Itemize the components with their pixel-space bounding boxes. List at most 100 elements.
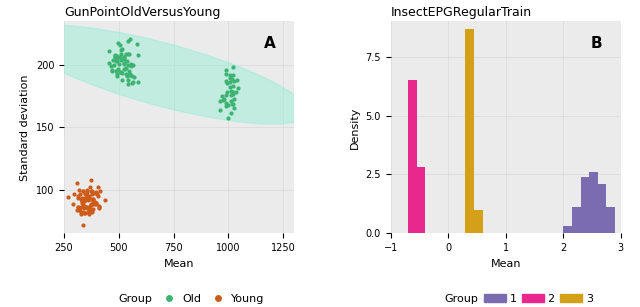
Point <box>115 42 125 47</box>
Point <box>72 208 83 212</box>
Point <box>79 206 89 211</box>
Point <box>83 194 93 199</box>
Point <box>87 188 97 193</box>
Point <box>122 58 132 63</box>
Point <box>118 57 129 62</box>
Point <box>118 66 129 71</box>
Point <box>73 195 83 200</box>
Bar <box>417 167 425 233</box>
Point <box>79 210 90 215</box>
Point <box>223 102 233 107</box>
Point <box>88 201 99 206</box>
Point <box>63 194 74 199</box>
Point <box>104 60 114 65</box>
Point <box>110 68 120 73</box>
Point <box>126 62 136 67</box>
Point <box>116 57 126 62</box>
Point <box>80 195 90 200</box>
Point <box>116 70 127 75</box>
Point <box>91 200 101 205</box>
Point <box>115 54 125 59</box>
Point <box>221 72 231 77</box>
Point <box>225 75 236 80</box>
Bar <box>598 184 607 233</box>
Point <box>113 66 123 71</box>
Point <box>115 70 125 75</box>
Point <box>76 212 86 217</box>
Point <box>217 93 227 98</box>
Point <box>87 191 97 196</box>
Point <box>129 74 140 79</box>
Point <box>123 72 133 77</box>
Point <box>84 205 94 210</box>
Point <box>84 211 94 216</box>
Point <box>82 190 92 195</box>
Point <box>109 62 120 67</box>
Point <box>125 73 135 78</box>
Point <box>86 188 97 193</box>
Bar <box>580 177 589 233</box>
Point <box>225 84 236 89</box>
Point <box>90 200 100 204</box>
Point <box>113 40 123 45</box>
Point <box>88 198 98 203</box>
Point <box>219 97 229 102</box>
Point <box>80 192 90 196</box>
Point <box>222 81 232 86</box>
Point <box>122 73 132 78</box>
Point <box>81 205 91 210</box>
Point <box>111 58 121 63</box>
Point <box>91 190 101 195</box>
Point <box>78 196 88 201</box>
Text: B: B <box>591 36 602 51</box>
Bar <box>589 172 598 233</box>
X-axis label: Mean: Mean <box>490 258 521 269</box>
Point <box>85 185 95 190</box>
Point <box>232 86 243 91</box>
Point <box>90 201 100 206</box>
Point <box>92 191 102 196</box>
Bar <box>572 208 580 233</box>
Point <box>84 203 95 208</box>
Point <box>128 79 138 84</box>
Legend: Group, Old, Young: Group, Old, Young <box>89 290 269 307</box>
Point <box>124 51 134 56</box>
Point <box>117 46 127 51</box>
Point <box>80 196 90 201</box>
Point <box>92 200 102 205</box>
Text: InsectEPGRegularTrain: InsectEPGRegularTrain <box>390 6 532 19</box>
Point <box>228 91 238 96</box>
Point <box>228 72 238 77</box>
Point <box>112 56 122 61</box>
Point <box>218 98 228 103</box>
Point <box>229 105 239 110</box>
Point <box>77 200 87 205</box>
Point <box>72 205 83 210</box>
Point <box>78 201 88 206</box>
Point <box>120 67 130 72</box>
Point <box>229 96 239 101</box>
Point <box>88 197 98 202</box>
Point <box>111 73 122 78</box>
Point <box>78 189 88 194</box>
Point <box>84 196 95 201</box>
Point <box>106 68 116 73</box>
Point <box>82 193 92 198</box>
Point <box>90 201 100 206</box>
Point <box>123 77 133 82</box>
Point <box>226 92 236 97</box>
Point <box>79 197 90 202</box>
Y-axis label: Density: Density <box>350 106 360 149</box>
Point <box>73 205 83 210</box>
Point <box>232 78 242 83</box>
Point <box>228 78 239 83</box>
Point <box>228 83 238 88</box>
Point <box>84 194 94 199</box>
Text: GunPointOldVersusYoung: GunPointOldVersusYoung <box>64 6 220 19</box>
Point <box>225 73 236 78</box>
Point <box>84 206 94 211</box>
Point <box>228 64 238 69</box>
Point <box>72 193 83 198</box>
Point <box>84 208 94 213</box>
Point <box>109 53 120 58</box>
